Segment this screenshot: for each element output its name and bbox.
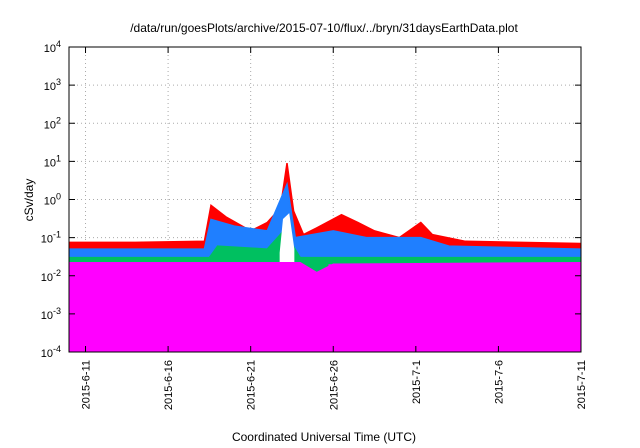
y-tick-label: 10-4 — [41, 344, 61, 360]
x-tick-label: 2015-6-21 — [246, 360, 258, 410]
x-tick-label: 2015-6-16 — [163, 360, 175, 410]
x-tick-label: 2015-7-6 — [493, 360, 505, 404]
y-tick-label: 10-1 — [41, 230, 61, 246]
y-axis-label: cSv/day — [22, 179, 36, 222]
x-tick-label: 2015-6-26 — [328, 360, 340, 410]
y-tick-label: 102 — [44, 115, 61, 131]
y-tick-label: 100 — [44, 192, 61, 208]
y-tick-label: 104 — [44, 39, 61, 55]
x-tick-label: 2015-6-11 — [81, 360, 93, 409]
y-tick-label: 10-2 — [41, 268, 61, 284]
y-tick-label: 103 — [44, 77, 61, 93]
x-axis: 2015-6-11 2015-6-16 2015-6-21 2015-6-26 2015… — [81, 47, 588, 410]
x-tick-label: 2015-7-11 — [576, 360, 588, 409]
series-magenta-area — [69, 261, 581, 352]
x-tick-label: 2015-7-1 — [411, 360, 423, 404]
y-axis: 10-4 10-3 10-2 10-1 100 101 102 103 104 — [41, 39, 581, 360]
chart-title: /data/run/goesPlots/archive/2015-07-10/f… — [130, 21, 518, 35]
y-tick-label: 10-3 — [41, 306, 61, 322]
series-group — [69, 162, 581, 352]
x-axis-label: Coordinated Universal Time (UTC) — [232, 430, 416, 444]
y-tick-label: 101 — [44, 153, 61, 169]
